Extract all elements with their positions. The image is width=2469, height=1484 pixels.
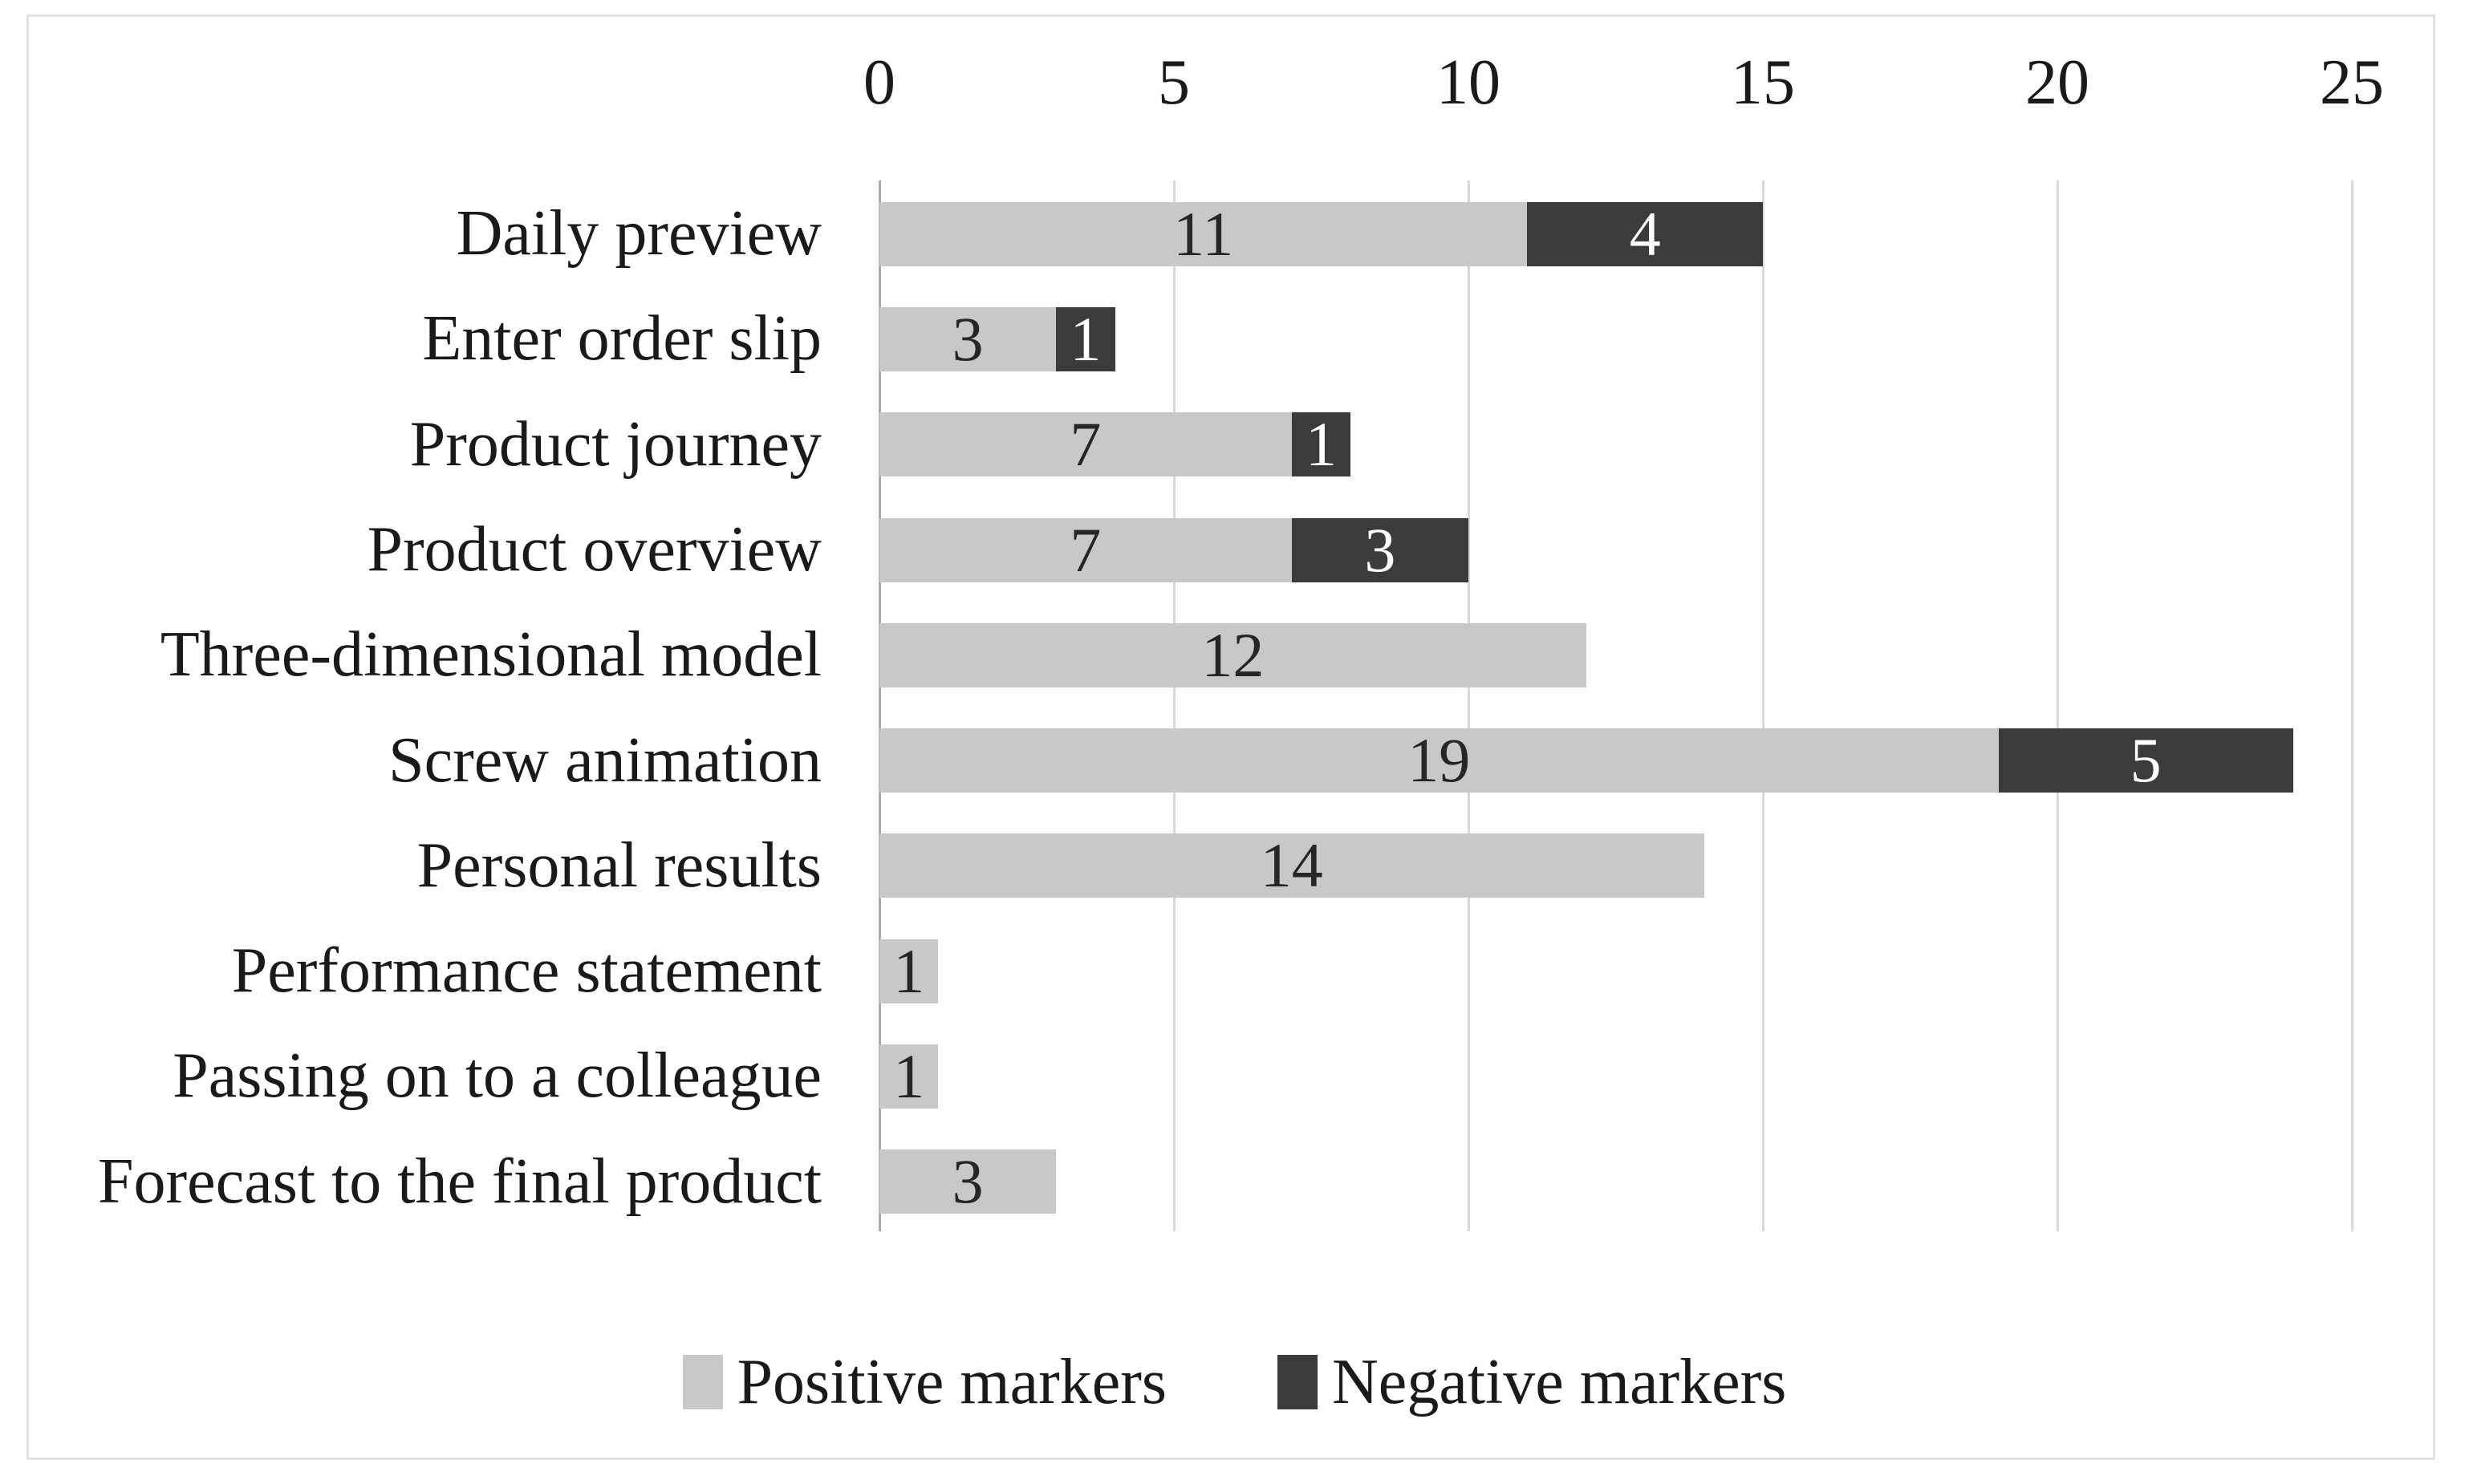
gridline — [2350, 180, 2353, 1231]
bar-segment-positive: 11 — [879, 198, 1528, 269]
bar-value-label: 3 — [952, 303, 984, 374]
bar-segment-positive: 7 — [879, 514, 1292, 585]
legend-label-positive: Positive markers — [737, 1347, 1167, 1417]
category-label: Passing on to a colleague — [173, 1040, 822, 1112]
bar-value-label: 19 — [1407, 725, 1471, 796]
gridline — [1467, 180, 1470, 1231]
bar-segment-negative: 3 — [1291, 514, 1468, 585]
bar-segment-negative: 1 — [1056, 303, 1115, 374]
x-axis-tick-label: 5 — [1158, 47, 1190, 118]
x-axis-tick-label: 10 — [1436, 47, 1500, 118]
category-label: Personal results — [416, 829, 822, 901]
legend: Positive markers Negative markers — [0, 1338, 2469, 1426]
bar-value-label: 12 — [1201, 619, 1265, 690]
x-axis-tick-label: 15 — [1731, 47, 1795, 118]
legend-item-positive-markers: Positive markers — [682, 1342, 1167, 1422]
bar-segment-positive: 19 — [879, 728, 1999, 793]
category-label: Product overview — [367, 513, 822, 585]
bar-segment-positive: 3 — [879, 1146, 1057, 1217]
bar-segment-negative: 1 — [1291, 409, 1351, 480]
bar-value-label: 7 — [1070, 409, 1102, 480]
bar-value-label: 1 — [1305, 409, 1337, 480]
bar-value-label: 1 — [1070, 303, 1102, 374]
category-label: Enter order slip — [422, 303, 822, 375]
bar-segment-positive: 1 — [879, 1041, 939, 1112]
gridline — [2056, 180, 2059, 1231]
bar-value-label: 1 — [893, 935, 925, 1006]
bar-segment-positive: 1 — [879, 935, 939, 1006]
y-axis-line — [878, 180, 881, 1231]
gridline — [1172, 180, 1176, 1231]
bar-value-label: 11 — [1173, 198, 1234, 269]
legend-label-negative: Negative markers — [1332, 1347, 1787, 1417]
category-label: Three-dimensional model — [160, 619, 822, 691]
x-axis-tick-label: 20 — [2025, 47, 2089, 118]
bar-value-label: 5 — [2130, 725, 2162, 796]
legend-swatch-positive-icon — [682, 1355, 723, 1409]
x-axis-tick-label: 0 — [863, 47, 895, 118]
category-label: Forecast to the final product — [98, 1145, 822, 1217]
bar-value-label: 3 — [952, 1146, 984, 1217]
bar-segment-negative: 4 — [1527, 198, 1763, 269]
legend-item-negative-markers: Negative markers — [1277, 1342, 1786, 1422]
bar-value-label: 1 — [893, 1041, 925, 1112]
x-axis-tick-label: 25 — [2320, 47, 2384, 118]
category-label: Daily preview — [456, 198, 822, 269]
gridline — [1761, 180, 1764, 1231]
bar-value-label: 4 — [1629, 198, 1661, 269]
legend-swatch-negative-icon — [1277, 1355, 1318, 1409]
category-label: Performance statement — [231, 935, 822, 1007]
bar-value-label: 3 — [1364, 514, 1396, 585]
bar-segment-positive: 14 — [879, 833, 1704, 898]
bar-segment-positive: 7 — [879, 409, 1292, 480]
bar-segment-positive: 3 — [879, 303, 1057, 374]
category-label: Screw animation — [388, 724, 822, 796]
bar-segment-positive: 12 — [879, 619, 1586, 690]
bar-segment-negative: 5 — [1998, 725, 2293, 796]
category-label: Product journey — [409, 408, 822, 480]
bar-value-label: 14 — [1260, 830, 1323, 901]
bar-value-label: 7 — [1070, 514, 1102, 585]
